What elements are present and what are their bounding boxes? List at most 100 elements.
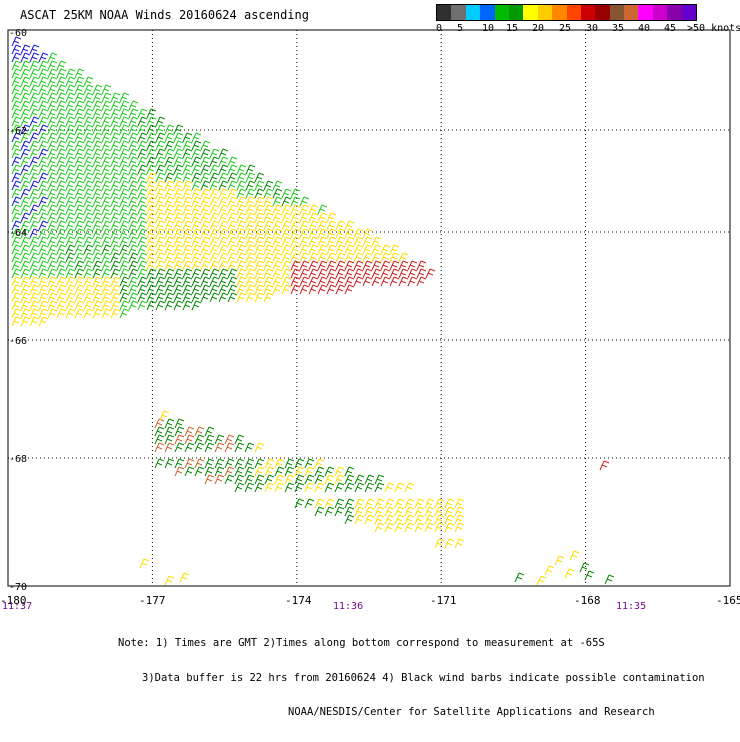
map-title: ASCAT 25KM NOAA Winds 20160624 ascending: [20, 8, 309, 22]
wind-barb: [137, 116, 148, 127]
wind-barb: [56, 156, 67, 167]
wind-barb: [326, 260, 337, 271]
wind-barb: [128, 156, 139, 167]
wind-barb: [173, 244, 184, 255]
wind-barb: [110, 164, 121, 175]
wind-barb: [263, 292, 274, 303]
wind-barb: [173, 172, 184, 183]
legend-swatch-2: [465, 5, 481, 20]
wind-barb: [128, 188, 139, 199]
wind-barb: [65, 196, 76, 207]
wind-barb: [47, 308, 58, 319]
wind-barb: [200, 204, 211, 215]
wind-barb: [224, 458, 235, 469]
wind-barb: [65, 188, 76, 199]
wind-barb: [227, 156, 238, 167]
wind-barb: [110, 212, 121, 223]
wind-barb: [353, 244, 364, 255]
wind-barb: [83, 260, 94, 271]
wind-barb: [110, 220, 121, 231]
wind-barb: [128, 196, 139, 207]
wind-barb: [364, 482, 375, 493]
wind-barb: [47, 236, 58, 247]
wind-barb: [173, 260, 184, 271]
wind-barb: [245, 220, 256, 231]
wind-barb: [92, 300, 103, 311]
wind-barb: [11, 172, 22, 183]
wind-barb: [74, 292, 85, 303]
wind-barb: [65, 68, 76, 79]
wind-barb: [308, 276, 319, 287]
wind-barb: [65, 124, 76, 135]
wind-barb: [137, 284, 148, 295]
lon-label: -180: [0, 594, 27, 607]
wind-barb: [101, 244, 112, 255]
wind-barb: [200, 292, 211, 303]
wind-barb: [299, 268, 310, 279]
wind-barb: [314, 506, 325, 517]
wind-barb: [137, 188, 148, 199]
wind-barb: [47, 268, 58, 279]
wind-barb: [344, 220, 355, 231]
wind-barb: [254, 172, 265, 183]
wind-barb: [281, 268, 292, 279]
wind-barb: [65, 292, 76, 303]
time-labels: 11:37 11:36 11:35: [2, 601, 646, 612]
wind-barb: [209, 148, 220, 159]
wind-barb: [20, 44, 31, 55]
wind-barb: [65, 116, 76, 127]
wind-barb: [11, 108, 22, 119]
wind-barb: [83, 164, 94, 175]
wind-barb: [65, 76, 76, 87]
wind-barb: [154, 418, 165, 429]
wind-barb: [47, 204, 58, 215]
wind-barb: [263, 236, 274, 247]
wind-barb: [454, 498, 465, 509]
wind-barb: [92, 196, 103, 207]
wind-barb: [218, 164, 229, 175]
wind-barb: [137, 292, 148, 303]
wind-barb: [263, 228, 274, 239]
wind-barb: [65, 108, 76, 119]
wind-barb: [47, 132, 58, 143]
wind-barb: [29, 300, 40, 311]
legend-label-9: 45: [664, 23, 677, 34]
wind-barb: [20, 212, 31, 223]
wind-barb: [182, 212, 193, 223]
wind-barb: [564, 568, 575, 579]
wind-barb: [56, 276, 67, 287]
wind-barb: [11, 308, 22, 319]
wind-barb: [38, 292, 49, 303]
wind-barb: [110, 140, 121, 151]
wind-barb: [290, 188, 301, 199]
wind-barb: [354, 498, 365, 509]
wind-barb: [65, 204, 76, 215]
wind-barb: [164, 244, 175, 255]
wind-barb: [384, 506, 395, 517]
wind-barb: [137, 220, 148, 231]
wind-barb: [83, 244, 94, 255]
wind-barb: [29, 180, 40, 191]
wind-barb: [380, 276, 391, 287]
wind-barb: [65, 284, 76, 295]
legend-swatch-14: [638, 5, 653, 20]
wind-barb: [209, 172, 220, 183]
wind-barb: [128, 252, 139, 263]
wind-barb: [191, 156, 202, 167]
wind-barb: [299, 244, 310, 255]
wind-barb: [173, 124, 184, 135]
wind-barb: [146, 252, 157, 263]
wind-barb: [119, 268, 130, 279]
wind-barb: [200, 180, 211, 191]
wind-barb: [254, 260, 265, 271]
wind-barb: [414, 522, 425, 533]
wind-barb: [299, 228, 310, 239]
wind-barb: [47, 188, 58, 199]
wind-barb: [317, 220, 328, 231]
wind-barb: [146, 140, 157, 151]
wind-barb: [20, 60, 31, 71]
wind-barb: [56, 108, 67, 119]
wind-barb: [128, 284, 139, 295]
wind-barb: [236, 220, 247, 231]
wind-barb: [20, 84, 31, 95]
